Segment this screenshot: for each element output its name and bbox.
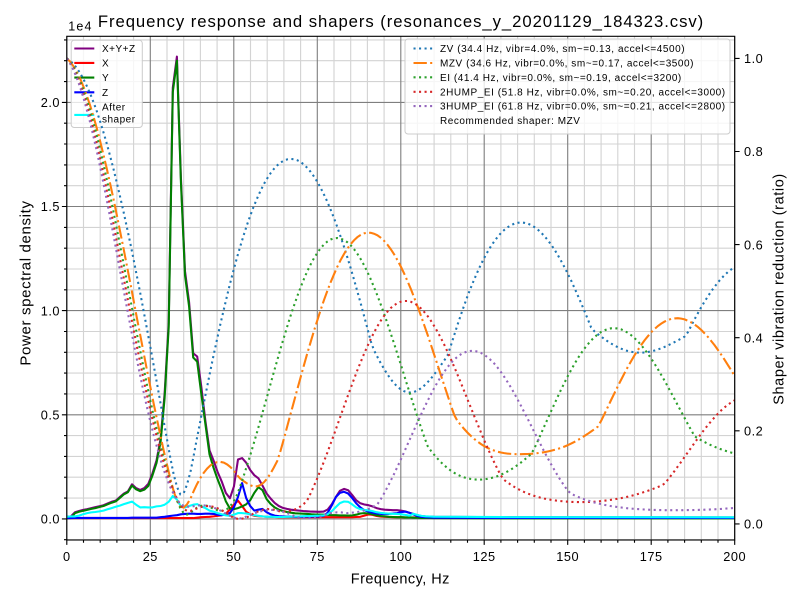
svg-text:After: After <box>102 103 126 114</box>
svg-text:Power spectral density: Power spectral density <box>17 200 34 365</box>
svg-text:Recommended shaper: MZV: Recommended shaper: MZV <box>440 116 580 127</box>
svg-text:Z: Z <box>102 88 109 99</box>
svg-text:25: 25 <box>143 549 158 564</box>
svg-text:ZV (34.4 Hz, vibr=4.0%, sm~=0.: ZV (34.4 Hz, vibr=4.0%, sm~=0.13, accel<… <box>440 44 685 55</box>
svg-text:0.4: 0.4 <box>744 330 763 345</box>
svg-text:Y: Y <box>102 73 109 84</box>
svg-text:X+Y+Z: X+Y+Z <box>102 44 136 55</box>
svg-text:200: 200 <box>723 549 746 564</box>
svg-text:0.2: 0.2 <box>744 424 763 439</box>
svg-text:Frequency response and shapers: Frequency response and shapers (resonanc… <box>98 12 704 31</box>
svg-text:175: 175 <box>640 549 663 564</box>
svg-text:X: X <box>102 59 109 70</box>
svg-text:0: 0 <box>63 549 71 564</box>
svg-text:shaper: shaper <box>102 115 136 126</box>
svg-text:0.0: 0.0 <box>41 512 60 527</box>
svg-text:125: 125 <box>473 549 496 564</box>
svg-text:0.8: 0.8 <box>744 144 763 159</box>
svg-text:2.0: 2.0 <box>41 95 60 110</box>
svg-text:0.5: 0.5 <box>41 408 60 423</box>
svg-text:0.0: 0.0 <box>744 517 763 532</box>
svg-text:1.5: 1.5 <box>41 199 60 214</box>
svg-text:1.0: 1.0 <box>41 303 60 318</box>
svg-text:EI (41.4 Hz, vibr=0.0%, sm~=0.: EI (41.4 Hz, vibr=0.0%, sm~=0.19, accel<… <box>440 73 682 84</box>
svg-text:Shaper vibration reduction (ra: Shaper vibration reduction (ratio) <box>772 173 788 405</box>
svg-text:Frequency, Hz: Frequency, Hz <box>351 572 450 588</box>
svg-text:100: 100 <box>389 549 412 564</box>
svg-text:1.0: 1.0 <box>744 51 763 66</box>
svg-text:150: 150 <box>556 549 579 564</box>
svg-text:2HUMP_EI (51.8 Hz, vibr=0.0%,: 2HUMP_EI (51.8 Hz, vibr=0.0%, sm~=0.20, … <box>440 87 726 98</box>
svg-text:MZV (34.6 Hz, vibr=0.0%, sm~=0: MZV (34.6 Hz, vibr=0.0%, sm~=0.17, accel… <box>440 59 694 70</box>
svg-text:75: 75 <box>310 549 325 564</box>
svg-text:0.6: 0.6 <box>744 237 763 252</box>
svg-text:50: 50 <box>226 549 241 564</box>
svg-text:1e4: 1e4 <box>68 20 92 34</box>
svg-text:3HUMP_EI (61.8 Hz, vibr=0.0%,: 3HUMP_EI (61.8 Hz, vibr=0.0%, sm~=0.21, … <box>440 102 726 113</box>
